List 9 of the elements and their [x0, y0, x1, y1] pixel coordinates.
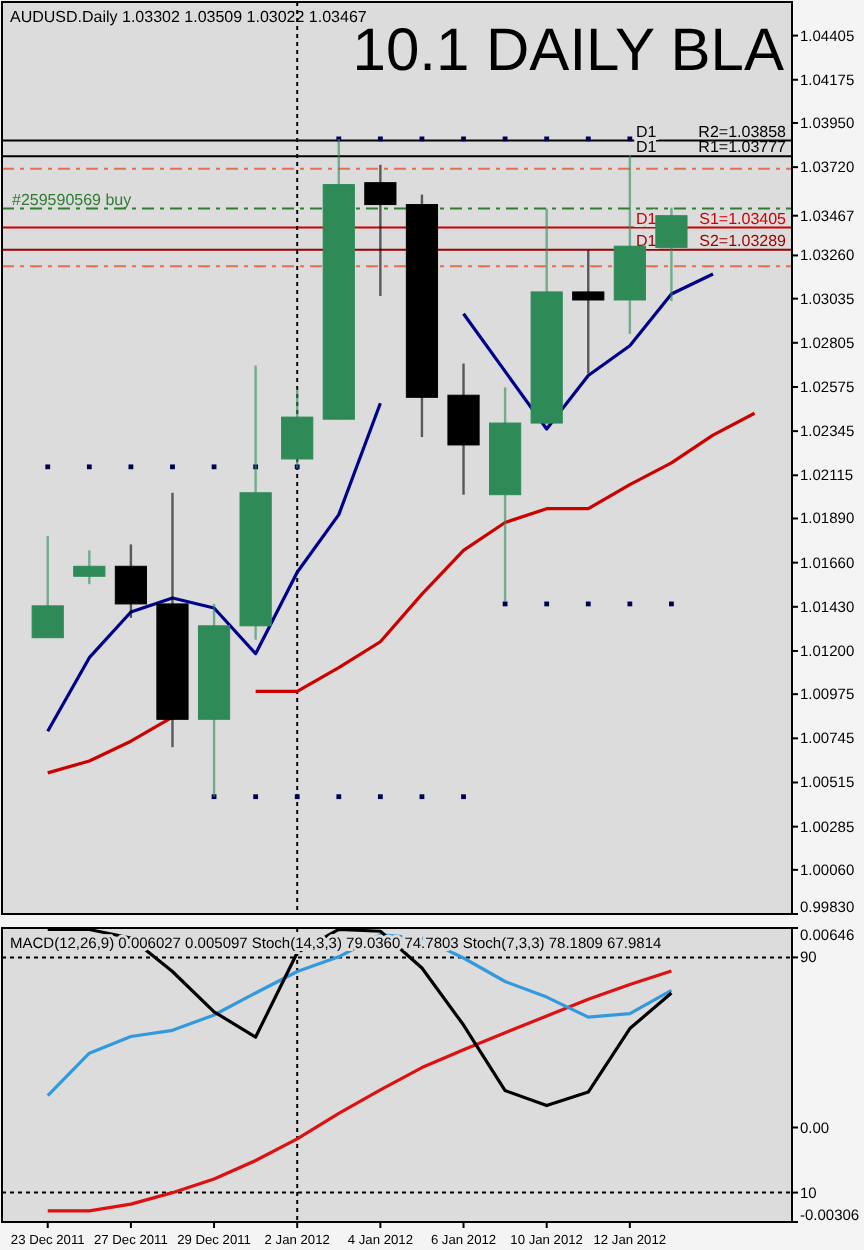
ref-line-label: R2=1.03858: [698, 122, 788, 141]
ref-line-label: S2=1.03289: [699, 231, 788, 250]
annotation: D1: [636, 209, 658, 228]
ref-line-label: R1=1.03777: [698, 138, 788, 157]
annotation: D1: [636, 138, 658, 157]
ref-line-label: S1=1.03405: [699, 209, 788, 228]
annotation: D1: [636, 122, 658, 141]
chart-subtitle: AUDUSD.Daily 1.03302 1.03509 1.03022 1.03467: [10, 8, 368, 26]
ref-line-label: #259590569 buy: [12, 190, 132, 209]
